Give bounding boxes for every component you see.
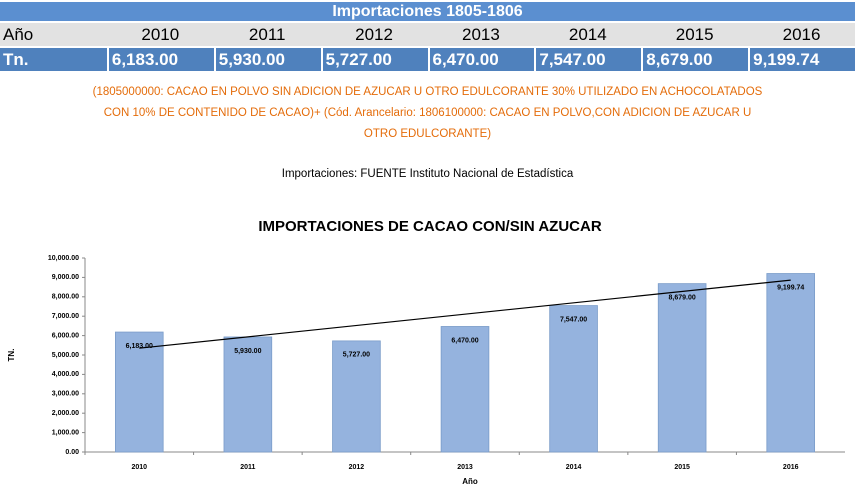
value-label: 8,679.00 [669,294,696,301]
data-cell: Tn. [0,48,107,71]
x-tick-label: 2010 [131,464,147,471]
x-tick-label: 2011 [240,464,255,471]
source: Importaciones: FUENTE Instituto Nacional… [281,168,574,180]
bar [332,340,381,453]
note-line: OTRO EDULCORANTE) [363,128,492,140]
header-cell: 2015 [641,23,749,46]
notes: (1805000000: CACAO EN POLVO SIN ADICION … [0,82,855,145]
value-label: 6,183.00 [126,343,153,350]
data-cell: 6,470.00 [427,48,535,71]
y-tick-label: 0.00 [65,449,79,456]
y-tick-label: 6,000.00 [52,332,79,339]
header-cell: 2014 [534,23,642,46]
y-tick-label: 7,000.00 [52,313,79,320]
bar [766,273,815,453]
header-cell: 2010 [106,23,214,46]
bar [440,326,490,453]
header-row: Año 2010 2011 2012 2013 2014 2015 2016 [0,23,855,46]
x-tick-label: 2015 [674,464,690,471]
header-cell: 2011 [213,23,321,46]
data-cell: 5,930.00 [213,48,321,71]
chart: IMPORTACIONES DE CACAO CON/SIN AZUCAR Añ… [7,218,845,486]
title-row: Importaciones 1805-1806 [0,2,855,21]
bar [115,331,164,453]
header-cell: 2013 [427,23,535,46]
x-tick-label: 2013 [457,464,473,471]
bar [549,305,598,453]
header-cell: 2012 [320,23,428,46]
data-cell: 6,183.00 [106,48,214,71]
header-cell: 2016 [748,23,855,46]
data-cell: 7,547.00 [534,48,642,71]
value-label: 5,930.00 [234,348,261,355]
data-cell: 5,727.00 [320,48,428,71]
x-axis-label: Año [462,477,478,486]
bar [223,336,273,453]
value-label: 9,199.74 [777,284,804,291]
y-tick-label: 9,000.00 [52,274,79,281]
note-line: CON 10% DE CONTENIDO DE CACAO)+ (Cód. Ar… [103,107,752,119]
trendline [139,279,791,349]
value-label: 5,727.00 [343,352,370,359]
y-tick-label: 8,000.00 [52,294,79,301]
x-tick-label: 2014 [566,464,582,471]
value-label: 7,547.00 [560,316,587,323]
x-tick-label: 2012 [349,464,365,471]
note-line: (1805000000: CACAO EN POLVO SIN ADICION … [92,86,763,98]
table-title: Importaciones 1805-1806 [0,2,855,21]
y-axis-label: TN. [7,349,16,362]
chart-title: IMPORTACIONES DE CACAO CON/SIN AZUCAR [258,218,602,235]
data-cell: 8,679.00 [641,48,749,71]
import-table: Importaciones 1805-1806 Año 2010 2011 2012 20… [0,0,855,73]
y-tick-label: 10,000.00 [48,255,79,262]
y-tick-label: 3,000.00 [52,391,79,398]
data-row: Tn. 6,183.00 5,930.00 5,727.00 6,470.00 7,547… [0,48,855,71]
y-tick-label: 2,000.00 [52,410,79,417]
x-tick-label: 2016 [783,464,799,471]
data-cell: 9,199.74 [748,48,855,71]
y-tick-label: 4,000.00 [52,371,79,378]
bar [657,283,707,453]
y-tick-label: 5,000.00 [52,352,79,359]
y-tick-label: 1,000.00 [52,429,79,436]
header-cell: Año [0,23,107,46]
value-label: 6,470.00 [451,337,478,344]
